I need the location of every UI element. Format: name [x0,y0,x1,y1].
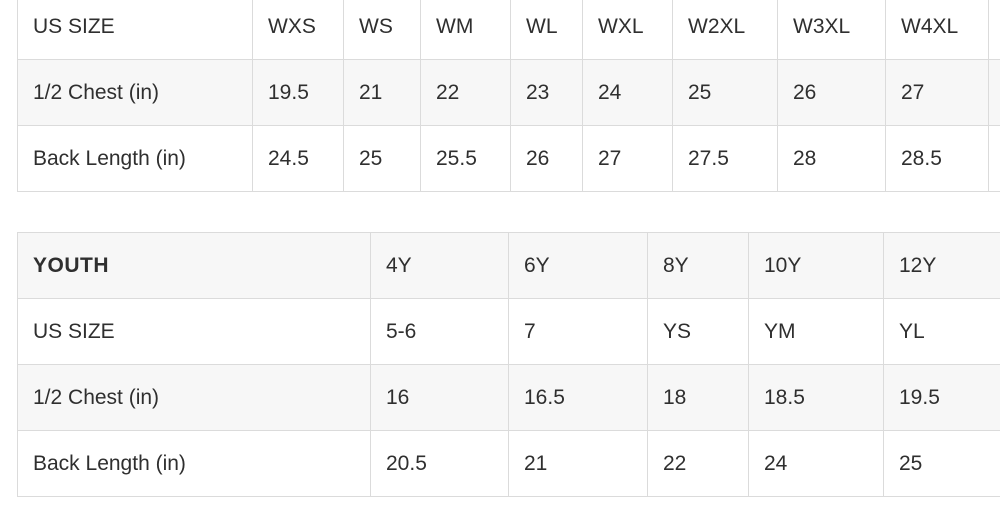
size-value-cell: 27 [582,125,673,192]
size-value-cell: 24 [582,59,673,126]
size-value-cell: 22 [420,59,511,126]
size-value-cell: YL [883,298,1000,365]
youth-chest-row: 1/2 Chest (in) 16 16.5 18 18.5 19.5 [17,364,1000,431]
youth-size-table-scroll-region: YOUTH 4Y 6Y 8Y 10Y 12Y US SIZE 5-6 7 YS … [17,232,1000,498]
size-value-cell: 21 [508,430,648,497]
size-value-cell: 23 [510,59,583,126]
size-value-cell: 25 [343,125,421,192]
adult-header-w2xl: W2XL [672,0,778,60]
youth-header-8y: 8Y [647,232,749,299]
youth-header-row: YOUTH 4Y 6Y 8Y 10Y 12Y [17,232,1000,299]
row-label-cell: Back Length (in) [17,430,371,497]
size-value-cell: 21 [343,59,421,126]
size-value-cell: 19.5 [252,59,344,126]
size-value-cell: 24.5 [252,125,344,192]
row-label-cell: 1/2 Chest (in) [17,364,371,431]
adult-header-wxs: WXS [252,0,344,60]
size-value-cell: 26 [510,125,583,192]
size-value-cell: 28.5 [885,125,989,192]
row-label-cell: 1/2 Chest (in) [17,59,253,126]
youth-header-10y: 10Y [748,232,884,299]
youth-header-12y: 12Y [883,232,1000,299]
youth-size-table: YOUTH 4Y 6Y 8Y 10Y 12Y US SIZE 5-6 7 YS … [17,232,1000,497]
size-value-cell: 16 [370,364,509,431]
adult-header-clipped [988,0,1000,60]
size-value-cell: 20.5 [370,430,509,497]
size-value-cell: 27 [885,59,989,126]
adult-header-wl: WL [510,0,583,60]
size-value-cell: 19.5 [883,364,1000,431]
youth-header-4y: 4Y [370,232,509,299]
size-value-cell: 22 [647,430,749,497]
adult-size-table-scroll-region: US SIZE WXS WS WM WL WXL W2XL W3XL W4XL … [17,0,1000,193]
adult-chest-row: 1/2 Chest (in) 19.5 21 22 23 24 25 26 27 [17,59,1000,126]
row-label-cell: US SIZE [17,298,371,365]
size-value-cell: 24 [748,430,884,497]
size-value-cell: 5-6 [370,298,509,365]
adult-back-length-row: Back Length (in) 24.5 25 25.5 26 27 27.5… [17,125,1000,192]
size-value-cell: YM [748,298,884,365]
row-label-cell: Back Length (in) [17,125,253,192]
size-value-cell: 18.5 [748,364,884,431]
youth-header-label: YOUTH [17,232,371,299]
adult-header-wm: WM [420,0,511,60]
youth-back-length-row: Back Length (in) 20.5 21 22 24 25 [17,430,1000,497]
size-value-cell: 7 [508,298,648,365]
size-value-cell [988,125,1000,192]
adult-header-w4xl: W4XL [885,0,989,60]
youth-header-6y: 6Y [508,232,648,299]
adult-header-w3xl: W3XL [777,0,886,60]
adult-size-table: US SIZE WXS WS WM WL WXL W2XL W3XL W4XL … [17,0,1000,192]
adult-header-row: US SIZE WXS WS WM WL WXL W2XL W3XL W4XL [17,0,1000,60]
size-value-cell: 18 [647,364,749,431]
adult-header-wxl: WXL [582,0,673,60]
size-value-cell: 25 [883,430,1000,497]
size-value-cell: 28 [777,125,886,192]
size-value-cell: YS [647,298,749,365]
size-value-cell: 25.5 [420,125,511,192]
adult-header-ws: WS [343,0,421,60]
size-value-cell: 16.5 [508,364,648,431]
size-value-cell: 26 [777,59,886,126]
size-value-cell: 27.5 [672,125,778,192]
adult-header-label: US SIZE [17,0,253,60]
youth-us-size-row: US SIZE 5-6 7 YS YM YL [17,298,1000,365]
size-value-cell [988,59,1000,126]
size-value-cell: 25 [672,59,778,126]
